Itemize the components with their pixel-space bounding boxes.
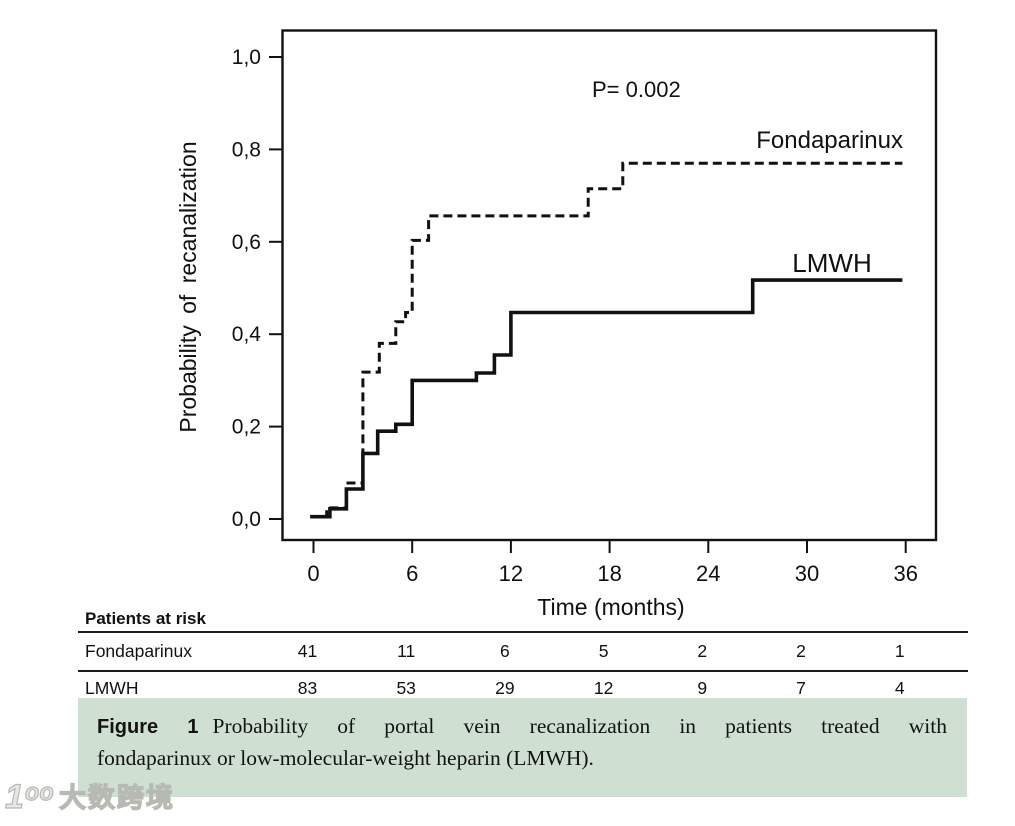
y-tick-label: 0,4 <box>232 323 262 346</box>
risk-table-title: Patients at risk <box>85 609 206 628</box>
risk-count: 4 <box>894 678 905 698</box>
y-tick-label: 0,8 <box>232 138 261 161</box>
series-label-fondaparinux: Fondaparinux <box>756 127 903 154</box>
plot-frame <box>281 29 938 542</box>
risk-count: 7 <box>796 678 806 698</box>
x-tick-label: 0 <box>307 561 319 586</box>
series-label-lmwh: LMWH <box>792 248 871 278</box>
km-chart: 0,0 0,2 0,4 0,6 0,8 1,0 0 6 12 18 24 30 36 Time (mont… <box>175 29 938 620</box>
risk-count: 11 <box>397 641 416 661</box>
series-line-lmwh <box>310 278 903 519</box>
y-tick-label: 0,2 <box>232 416 261 439</box>
figure-number-label: Figure 1 <box>97 716 199 738</box>
x-tick-label: 18 <box>597 561 621 586</box>
risk-count: 12 <box>593 678 614 698</box>
risk-count: 6 <box>500 641 510 661</box>
risk-row-counts-lmwh: 83 53 29 12 9 7 4 <box>0 678 1015 702</box>
p-value-annotation: P= 0.002 <box>592 77 681 102</box>
figure-caption: Figure 1 Probability of portal vein recan… <box>78 698 967 797</box>
risk-count: 83 <box>297 678 318 698</box>
table-rule-top <box>78 631 968 634</box>
x-tick-label: 30 <box>795 561 819 586</box>
risk-count: 9 <box>697 678 708 698</box>
risk-row-counts-fondaparinux: 41 11 6 5 2 2 1 <box>0 641 1015 665</box>
x-tick-label: 6 <box>406 561 418 586</box>
watermark-logo-icon: 1ᵒᵒ <box>4 778 53 816</box>
caption-text-line1: Probability of portal vein recanalizatio… <box>212 714 947 738</box>
risk-row-label-fondaparinux: Fondaparinux <box>85 641 193 661</box>
risk-count: 41 <box>297 641 318 661</box>
y-tick-label: 0,0 <box>232 508 261 531</box>
x-tick-label: 24 <box>696 561 720 586</box>
risk-count: 2 <box>697 641 708 661</box>
table-rule-middle <box>78 670 968 673</box>
y-tick-label: 0,6 <box>232 231 261 254</box>
caption-line-1: Figure 1 Probability of portal vein recan… <box>97 711 947 743</box>
risk-count: 2 <box>796 641 806 661</box>
risk-count: 53 <box>396 678 416 698</box>
risk-count: 1 <box>894 641 905 661</box>
caption-line-2: fondaparinux or low-molecular-weight hep… <box>97 746 594 770</box>
x-axis-title: Time (months) <box>537 594 684 620</box>
risk-row-label-lmwh: LMWH <box>85 678 139 698</box>
risk-count: 29 <box>495 678 515 698</box>
x-tick-label: 12 <box>499 561 523 586</box>
series-line-fondaparinux <box>310 161 903 519</box>
y-tick-label: 1,0 <box>232 46 261 69</box>
risk-count: 5 <box>598 641 609 661</box>
y-axis-title: Probability of recanalization <box>175 141 201 432</box>
x-tick-label: 36 <box>893 561 917 586</box>
